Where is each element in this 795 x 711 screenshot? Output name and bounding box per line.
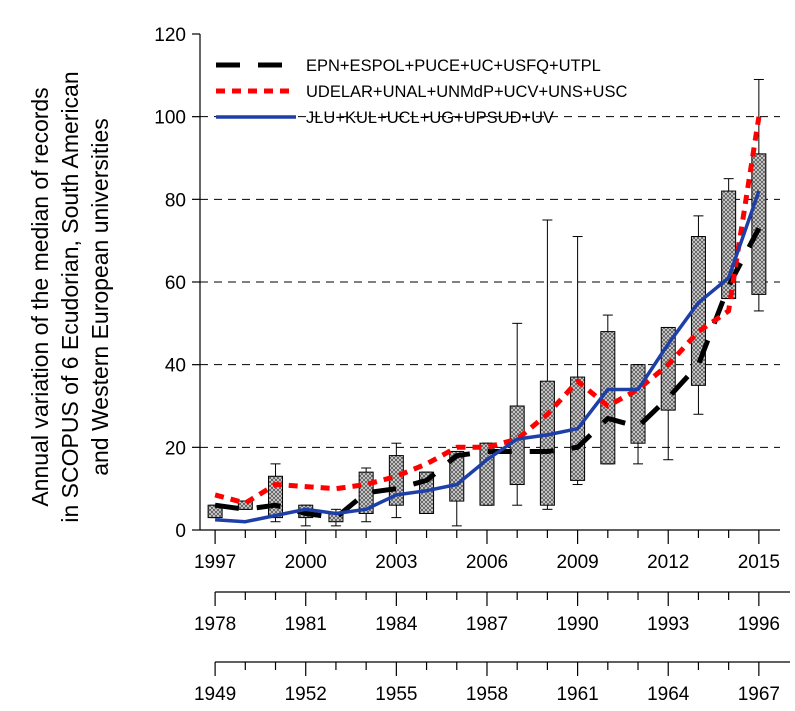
y-axis-label-line-2: in SCOPUS of 6 Ecudorian, South American [57,71,83,522]
y-tick-label: 40 [165,356,186,377]
legend-label-2: UDELAR+UNAL+UNMdP+UCV+UNS+USC [306,83,627,101]
x-tick-label: 1952 [285,684,327,705]
x-tick-label: 2006 [466,552,508,573]
x-tick-label: 2012 [647,552,689,573]
x-tick-label: 1978 [194,614,236,635]
x-tick-label: 1990 [556,614,598,635]
x-tick-label: 1984 [375,614,418,635]
y-axis-label: Annual variation of the median of record… [27,71,113,522]
y-axis-label-line-1: Annual variation of the median of record… [27,87,53,506]
y-tick-label: 100 [154,108,186,129]
y-tick-label: 20 [165,438,186,459]
y-tick-label: 60 [165,273,186,294]
x-tick-label: 1987 [466,614,508,635]
x-tick-label: 1949 [194,684,236,705]
series-lines [214,116,762,524]
series-line-1 [214,227,762,521]
box-rect [630,364,646,444]
grid-lines [200,116,780,448]
box-2002 [358,467,374,523]
x-tick-label: 1997 [194,552,236,573]
x-tick-label: 1996 [738,614,780,635]
axes: 0 20 40 60 80 100 120 1997 2000 2003 2006 2009 2012 2… [154,25,790,705]
y-tick-label: 80 [165,190,186,211]
legend-label-1: EPN+ESPOL+PUCE+UC+USFQ+UTPL [306,57,601,75]
legend: EPN+ESPOL+PUCE+UC+USFQ+UTPL UDELAR+UNAL+U… [216,57,627,127]
box-2007 [509,322,525,506]
x-tick-label: 2015 [738,552,780,573]
y-tick-label: 0 [175,521,186,542]
x-tick-label: 1993 [647,614,689,635]
box-2003 [388,442,404,519]
x-tick-label: 1955 [375,684,417,705]
x-tick-label: 1967 [738,684,780,705]
x-tick-label: 1961 [556,684,598,705]
series-line-3 [214,190,761,524]
legend-label-3: JLU+KUL+UCL+UG+UPSUD+UV [306,109,554,127]
y-axis-label-line-3: and Western European universities [87,118,113,476]
box-rect [539,380,555,506]
box-2015 [751,78,767,312]
series-line-2 [214,116,762,506]
x-tick-label: 2003 [375,552,417,573]
x-tick-label: 1964 [647,684,690,705]
box-2005 [449,450,465,527]
x-tick-label: 2009 [556,552,598,573]
x-tick-label: 2000 [285,552,327,573]
box-rect [751,153,767,295]
box-rect [449,450,465,502]
box-rect [509,405,525,486]
box-2013 [690,215,706,415]
x-tick-label: 1958 [466,684,508,705]
y-tick-label: 120 [154,25,186,46]
x-tick-label: 1981 [285,614,327,635]
